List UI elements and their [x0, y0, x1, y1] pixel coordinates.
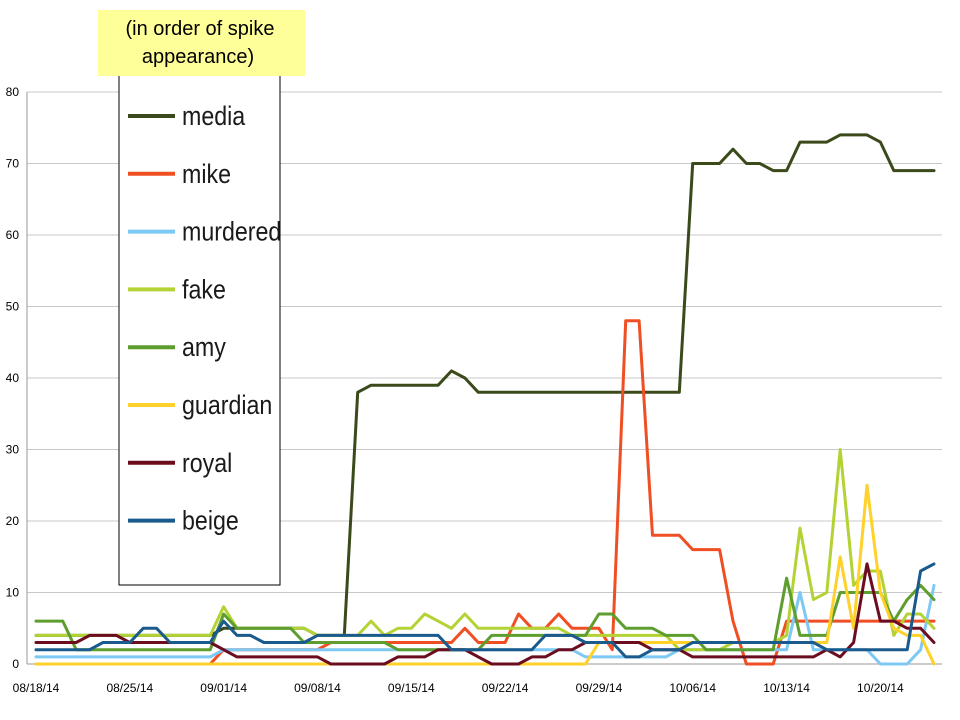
x-tick-label: 10/13/14	[763, 681, 810, 695]
y-tick-label: 30	[6, 443, 20, 457]
y-tick-label: 50	[6, 300, 20, 314]
legend-label-murdered: murdered	[182, 217, 281, 247]
series-line-murdered	[34, 583, 936, 666]
x-tick-label: 09/29/14	[576, 681, 623, 695]
legend-label-fake: fake	[182, 275, 226, 305]
x-tick-label: 08/18/14	[13, 681, 60, 695]
x-tick-label: 09/22/14	[482, 681, 529, 695]
note-line-2: appearance)	[142, 46, 254, 68]
legend-label-guardian: guardian	[182, 390, 272, 420]
legend-label-amy: amy	[182, 333, 226, 363]
x-tick-label: 10/06/14	[669, 681, 716, 695]
legend-label-royal: royal	[182, 448, 232, 478]
x-tick-label: 09/08/14	[294, 681, 341, 695]
y-tick-label: 10	[6, 586, 20, 600]
series-line-amy	[34, 576, 936, 652]
y-tick-label: 40	[6, 371, 20, 385]
y-tick-label: 0	[12, 657, 19, 671]
x-tick-label: 08/25/14	[106, 681, 153, 695]
series-line-beige	[34, 562, 936, 659]
series-lines	[34, 133, 936, 666]
legend-label-mike: mike	[182, 159, 231, 189]
note-line-1: (in order of spike	[126, 18, 275, 40]
legend-label-beige: beige	[182, 506, 239, 536]
x-tick-label: 10/20/14	[857, 681, 904, 695]
note-box: (in order of spike appearance)	[98, 10, 305, 76]
legend-label-media: media	[182, 101, 245, 131]
x-tick-label: 09/01/14	[200, 681, 247, 695]
x-axis-ticks: 08/18/14 08/25/14 09/01/14 09/08/14 09/15/14…	[13, 681, 904, 695]
legend: media mike murdered fake amy guardian royal bei…	[118, 70, 281, 586]
x-tick-label: 09/15/14	[388, 681, 435, 695]
y-tick-label: 70	[6, 157, 20, 171]
y-axis-ticks: 0 10 20 30 40 50 60 70 80	[6, 85, 20, 671]
y-tick-label: 80	[6, 85, 20, 99]
legend-items: media mike murdered fake amy guardian royal bei…	[128, 101, 281, 536]
note-background	[98, 10, 305, 76]
y-tick-label: 60	[6, 228, 20, 242]
series-line-fake	[34, 448, 936, 652]
legend-frame	[118, 70, 281, 586]
y-tick-label: 20	[6, 514, 20, 528]
